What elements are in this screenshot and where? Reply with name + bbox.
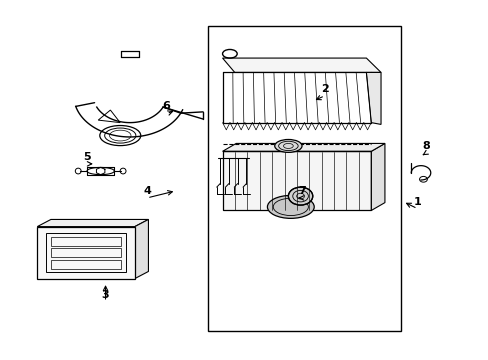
Polygon shape [370,143,384,211]
Text: 4: 4 [143,186,151,196]
Bar [51,248,121,257]
Bar [51,237,121,246]
Text: 6: 6 [162,102,170,112]
Bar [46,233,126,272]
Text: 1: 1 [413,197,421,207]
Bar [37,226,135,279]
Polygon shape [222,58,380,72]
Text: 5: 5 [83,152,91,162]
Bar [222,151,370,211]
Polygon shape [135,220,148,279]
Text: 8: 8 [421,141,429,151]
Text: 2: 2 [321,84,328,94]
Text: 7: 7 [298,186,305,196]
Bar [51,260,121,269]
Ellipse shape [274,139,302,152]
Polygon shape [37,220,148,226]
Polygon shape [366,72,380,125]
Text: 3: 3 [102,290,109,300]
Polygon shape [222,143,384,151]
Ellipse shape [288,187,312,205]
Ellipse shape [267,195,314,219]
Bar [207,26,400,330]
